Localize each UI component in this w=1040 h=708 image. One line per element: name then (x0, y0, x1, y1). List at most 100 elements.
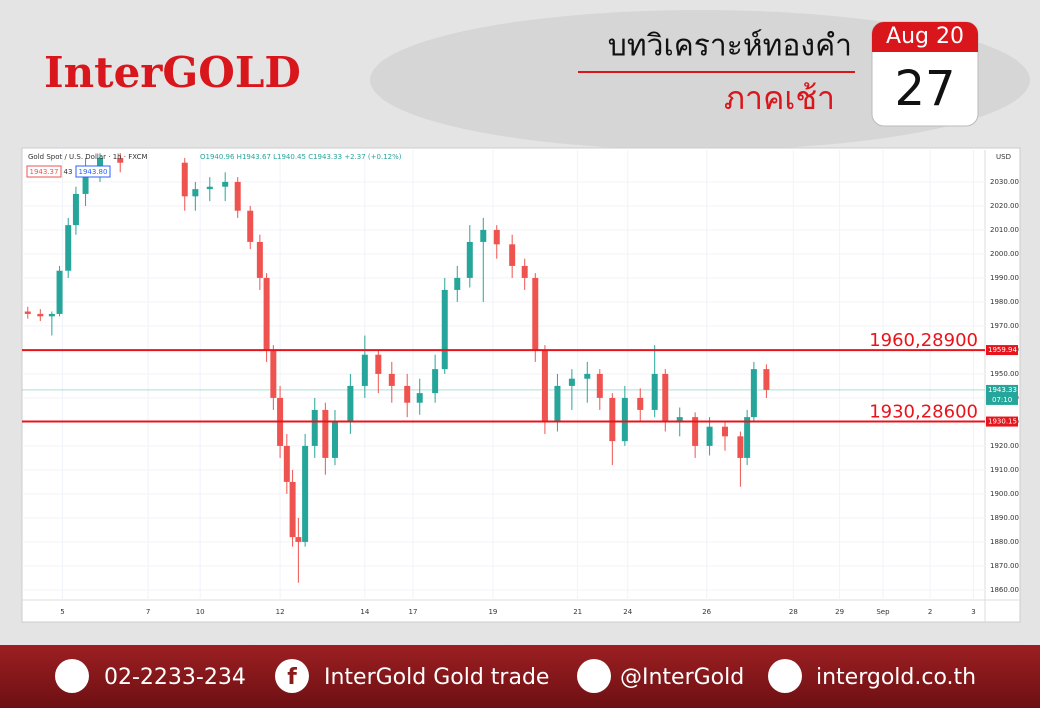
y-tick-label: 2010.00 (990, 226, 1019, 234)
candle-body (97, 157, 104, 168)
phone-icon (55, 659, 89, 693)
candle-body (763, 369, 770, 390)
candle-body (432, 369, 439, 394)
level-tag-label: 1959.94 (988, 346, 1017, 354)
candle-body (737, 436, 744, 458)
candle-body (289, 481, 296, 538)
y-tick-label: 2000.00 (990, 250, 1019, 258)
candle-body (621, 397, 628, 442)
facebook-icon (275, 659, 309, 693)
candle-body (541, 349, 548, 422)
candle-body (584, 373, 591, 379)
line-id: @InterGold (620, 665, 744, 690)
x-tick-label: 7 (146, 608, 150, 616)
ask: 1943.80 (79, 168, 108, 176)
candle-body (721, 426, 728, 437)
candle-body (322, 409, 329, 458)
candle-body (82, 167, 89, 194)
candle-body (48, 313, 55, 317)
x-tick-label: 19 (488, 608, 497, 616)
x-tick-label: 2 (928, 608, 932, 616)
x-tick-label: Sep (876, 608, 890, 616)
candle-body (206, 186, 213, 190)
candle-body (388, 373, 395, 386)
candle-body (56, 270, 63, 314)
map-shape (370, 10, 1030, 150)
candle-body (361, 354, 368, 386)
x-tick-label: 17 (409, 608, 418, 616)
candle-body (65, 225, 72, 271)
candle-body (532, 277, 539, 350)
y-tick-label: 1880.00 (990, 538, 1019, 546)
x-tick-label: 10 (196, 608, 205, 616)
y-tick-label: 1900.00 (990, 490, 1019, 498)
candle-body (706, 426, 713, 446)
candle-body (302, 445, 309, 542)
candle-body (744, 417, 751, 458)
candle-body (24, 311, 31, 314)
level-tag (986, 416, 1018, 427)
candle-body (311, 409, 318, 446)
x-tick-label: 3 (971, 608, 975, 616)
candle-body (692, 417, 699, 446)
y-tick-label: 2030.00 (990, 178, 1019, 186)
candle-body (295, 537, 302, 542)
phone: 02-2233-234 (104, 665, 246, 690)
candle-body (493, 229, 500, 245)
candle-body (568, 378, 575, 386)
level-tag (986, 345, 1018, 356)
candle-body (331, 421, 338, 458)
calendar-top (872, 22, 978, 52)
candle-body (662, 373, 669, 422)
candle-body (181, 162, 188, 197)
x-tick-label: 29 (835, 608, 844, 616)
candle-body (263, 277, 270, 350)
price-tag-label: 1943.33 (988, 386, 1017, 394)
website: intergold.co.th (816, 665, 976, 690)
y-tick-label: 1970.00 (990, 322, 1019, 330)
x-tick-label: 5 (60, 608, 64, 616)
candle-body (466, 241, 473, 278)
currency: USD (996, 153, 1011, 161)
y-tick-label: 1920.00 (990, 442, 1019, 450)
facebook: InterGold Gold trade (324, 665, 549, 690)
y-tick-label: 2020.00 (990, 202, 1019, 210)
ohlc: O1940.96 H1943.67 L1940.45 C1943.33 +2.3… (200, 153, 402, 161)
bid: 1943.37 (30, 168, 59, 176)
x-tick-label: 28 (789, 608, 798, 616)
x-tick-label: 26 (702, 608, 711, 616)
spread: 43 (64, 168, 73, 176)
y-tick-label: 1980.00 (990, 298, 1019, 306)
candle-body (375, 354, 382, 374)
facebook-glyph: f (287, 665, 297, 690)
ask-box (75, 165, 111, 178)
candle-body (554, 385, 561, 422)
candle-body (416, 393, 423, 403)
footer (0, 645, 1040, 708)
candle-body (247, 210, 254, 242)
calendar-month: Aug 20 (886, 24, 964, 49)
candle-body (234, 181, 241, 211)
title: บทวิเคราะห์ทองคำ (608, 29, 852, 64)
web-icon (768, 659, 802, 693)
subtitle: ภาคเช้า (724, 79, 835, 117)
candle-body (256, 241, 263, 278)
calendar-day: 27 (894, 61, 955, 117)
logo: InterGOLD (44, 48, 301, 97)
candle-body (480, 229, 487, 242)
y-tick-label: 1860.00 (990, 586, 1019, 594)
candle-body (651, 373, 658, 410)
y-tick-label: 1890.00 (990, 514, 1019, 522)
x-tick-label: 21 (573, 608, 582, 616)
candle-body (454, 277, 461, 290)
level-note: 1960,28900 (869, 330, 978, 351)
line-icon (577, 659, 611, 693)
candle-body (37, 313, 44, 317)
x-tick-label: 24 (623, 608, 632, 616)
candle-body (441, 289, 448, 370)
candle-body (192, 189, 199, 197)
candle-body (283, 445, 290, 482)
candle-body (596, 373, 603, 398)
level-note: 1930,28600 (869, 402, 978, 423)
